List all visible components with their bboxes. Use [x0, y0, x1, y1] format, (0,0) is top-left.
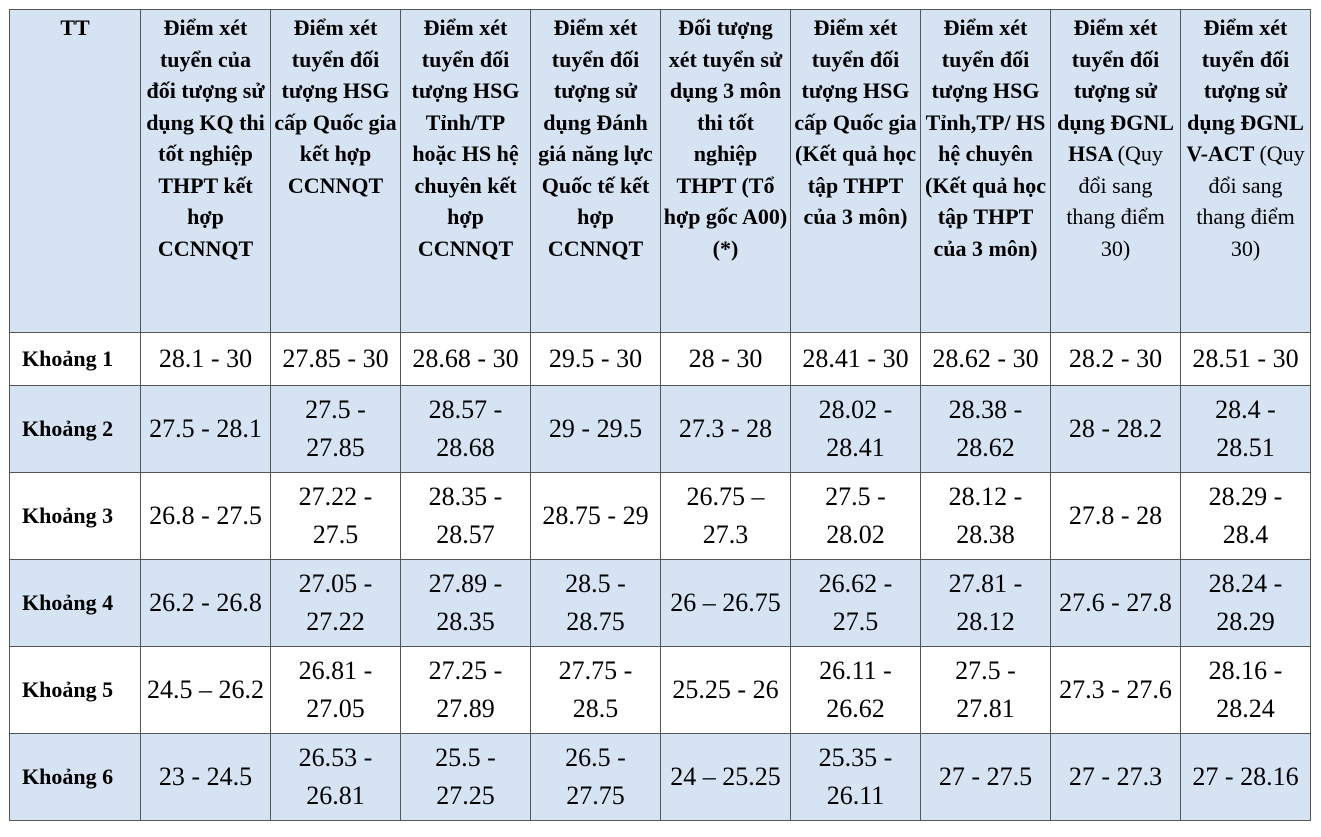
score-range: 28 - 28.2 [1050, 385, 1181, 473]
score-range: 26.2 - 26.8 [140, 559, 271, 647]
score-range: 25.35 - 26.11 [790, 733, 921, 821]
header-cell: Điểm xét tuyển đối tượng HSG Tỉnh/TP hoặ… [400, 9, 531, 333]
score-range: 28.35 - 28.57 [400, 472, 531, 560]
score-range: 27 - 27.5 [920, 733, 1051, 821]
score-range: 26 – 26.75 [660, 559, 791, 647]
score-range: 27.25 - 27.89 [400, 646, 531, 734]
score-range: 26.53 - 26.81 [270, 733, 401, 821]
score-range: 25.25 - 26 [660, 646, 791, 734]
score-range: 27.3 - 27.6 [1050, 646, 1181, 734]
score-range: 28.38 - 28.62 [920, 385, 1051, 473]
score-range: 28.57 - 28.68 [400, 385, 531, 473]
table-row: Khoảng 2 27.5 - 28.1 27.5 - 27.85 28.57 - 2… [9, 385, 1311, 473]
header-cell: Điểm xét tuyển đối tượng sử dụng Đánh gi… [530, 9, 661, 333]
score-range: 29.5 - 30 [530, 332, 661, 386]
score-range: 27.75 - 28.5 [530, 646, 661, 734]
row-label: Khoảng 4 [9, 559, 141, 647]
score-range: 23 - 24.5 [140, 733, 271, 821]
score-range: 28 - 30 [660, 332, 791, 386]
score-range: 26.75 – 27.3 [660, 472, 791, 560]
header-title: Điểm xét tuyển đối tượng HSG Tỉnh/TP hoặ… [411, 15, 520, 261]
table-row: Khoảng 4 26.2 - 26.8 27.05 - 27.22 27.89 - … [9, 559, 1311, 647]
header-title: Điểm xét tuyển đối tượng sử dụng ĐGNL HS… [1057, 15, 1174, 166]
score-range: 28.29 - 28.4 [1180, 472, 1311, 560]
score-range: 28.68 - 30 [400, 332, 531, 386]
score-range: 29 - 29.5 [530, 385, 661, 473]
score-range: 27.8 - 28 [1050, 472, 1181, 560]
table-body: Khoảng 1 28.1 - 30 27.85 - 30 28.68 - 30 29.… [9, 332, 1311, 821]
score-range: 27.81 - 28.12 [920, 559, 1051, 647]
table-row: Khoảng 1 28.1 - 30 27.85 - 30 28.68 - 30 29.… [9, 332, 1311, 386]
score-range: 24.5 – 26.2 [140, 646, 271, 734]
score-range: 28.1 - 30 [140, 332, 271, 386]
table-row: Khoảng 3 26.8 - 27.5 27.22 - 27.5 28.35 - 2… [9, 472, 1311, 560]
score-range: 26.8 - 27.5 [140, 472, 271, 560]
score-range: 26.5 - 27.75 [530, 733, 661, 821]
score-table: TT Điểm xét tuyển của đối tượng sử dụng K… [9, 9, 1311, 821]
score-range: 26.62 - 27.5 [790, 559, 921, 647]
score-range: 28.12 - 28.38 [920, 472, 1051, 560]
score-range: 28.5 - 28.75 [530, 559, 661, 647]
header-cell: Điểm xét tuyển đối tượng HSG Tỉnh,TP/ HS… [920, 9, 1051, 333]
score-range: 28.24 - 28.29 [1180, 559, 1311, 647]
table-row: Khoảng 6 23 - 24.5 26.53 - 26.81 25.5 - 27.… [9, 733, 1311, 821]
score-range: 27.85 - 30 [270, 332, 401, 386]
score-range: 27.3 - 28 [660, 385, 791, 473]
score-range: 27.22 - 27.5 [270, 472, 401, 560]
score-range: 27.89 - 28.35 [400, 559, 531, 647]
score-range: 28.62 - 30 [920, 332, 1051, 386]
header-note: (Quy đổi sang thang điểm 30) [1066, 141, 1165, 261]
score-range: 24 – 25.25 [660, 733, 791, 821]
score-range: 27.6 - 27.8 [1050, 559, 1181, 647]
score-range: 26.81 - 27.05 [270, 646, 401, 734]
row-label: Khoảng 2 [9, 385, 141, 473]
header-cell: Điểm xét tuyển đối tượng HSG cấp Quốc gi… [790, 9, 921, 333]
header-title: Đối tượng xét tuyển sử dụng 3 môn thi tố… [663, 15, 788, 261]
score-range: 28.02 - 28.41 [790, 385, 921, 473]
score-range: 25.5 - 27.25 [400, 733, 531, 821]
score-range: 26.11 - 26.62 [790, 646, 921, 734]
score-range: 28.4 - 28.51 [1180, 385, 1311, 473]
row-label: Khoảng 5 [9, 646, 141, 734]
score-range: 28.51 - 30 [1180, 332, 1311, 386]
header-cell: Đối tượng xét tuyển sử dụng 3 môn thi tố… [660, 9, 791, 333]
header-title: Điểm xét tuyển đối tượng HSG cấp Quốc gi… [274, 15, 397, 198]
header-title: Điểm xét tuyển đối tượng sử dụng ĐGNL V-… [1186, 15, 1304, 166]
score-range: 27.5 - 28.02 [790, 472, 921, 560]
header-cell: Điểm xét tuyển của đối tượng sử dụng KQ … [140, 9, 271, 333]
score-range: 28.75 - 29 [530, 472, 661, 560]
header-row: TT Điểm xét tuyển của đối tượng sử dụng K… [9, 9, 1311, 333]
header-note: (Quy đổi sang thang điểm 30) [1196, 141, 1305, 261]
header-cell: Điểm xét tuyển đối tượng sử dụng ĐGNL HS… [1050, 9, 1181, 333]
score-range: 27.5 - 28.1 [140, 385, 271, 473]
header-title: TT [60, 15, 90, 40]
score-range: 27 - 28.16 [1180, 733, 1311, 821]
score-range: 28.41 - 30 [790, 332, 921, 386]
header-title: Điểm xét tuyển đối tượng HSG Tỉnh,TP/ HS… [925, 15, 1046, 261]
row-label: Khoảng 6 [9, 733, 141, 821]
header-cell: Điểm xét tuyển đối tượng sử dụng ĐGNL V-… [1180, 9, 1311, 333]
score-range: 28.2 - 30 [1050, 332, 1181, 386]
table-row: Khoảng 5 24.5 – 26.2 26.81 - 27.05 27.25 - … [9, 646, 1311, 734]
header-cell: Điểm xét tuyển đối tượng HSG cấp Quốc gi… [270, 9, 401, 333]
header-title: Điểm xét tuyển đối tượng sử dụng Đánh gi… [538, 15, 653, 261]
score-range: 27.05 - 27.22 [270, 559, 401, 647]
row-label: Khoảng 1 [9, 332, 141, 386]
score-range: 28.16 - 28.24 [1180, 646, 1311, 734]
header-title: Điểm xét tuyển đối tượng HSG cấp Quốc gi… [794, 15, 917, 229]
score-range: 27.5 - 27.81 [920, 646, 1051, 734]
score-range: 27 - 27.3 [1050, 733, 1181, 821]
score-range: 27.5 - 27.85 [270, 385, 401, 473]
header-cell: TT [9, 9, 141, 333]
header-title: Điểm xét tuyển của đối tượng sử dụng KQ … [146, 15, 265, 261]
row-label: Khoảng 3 [9, 472, 141, 560]
